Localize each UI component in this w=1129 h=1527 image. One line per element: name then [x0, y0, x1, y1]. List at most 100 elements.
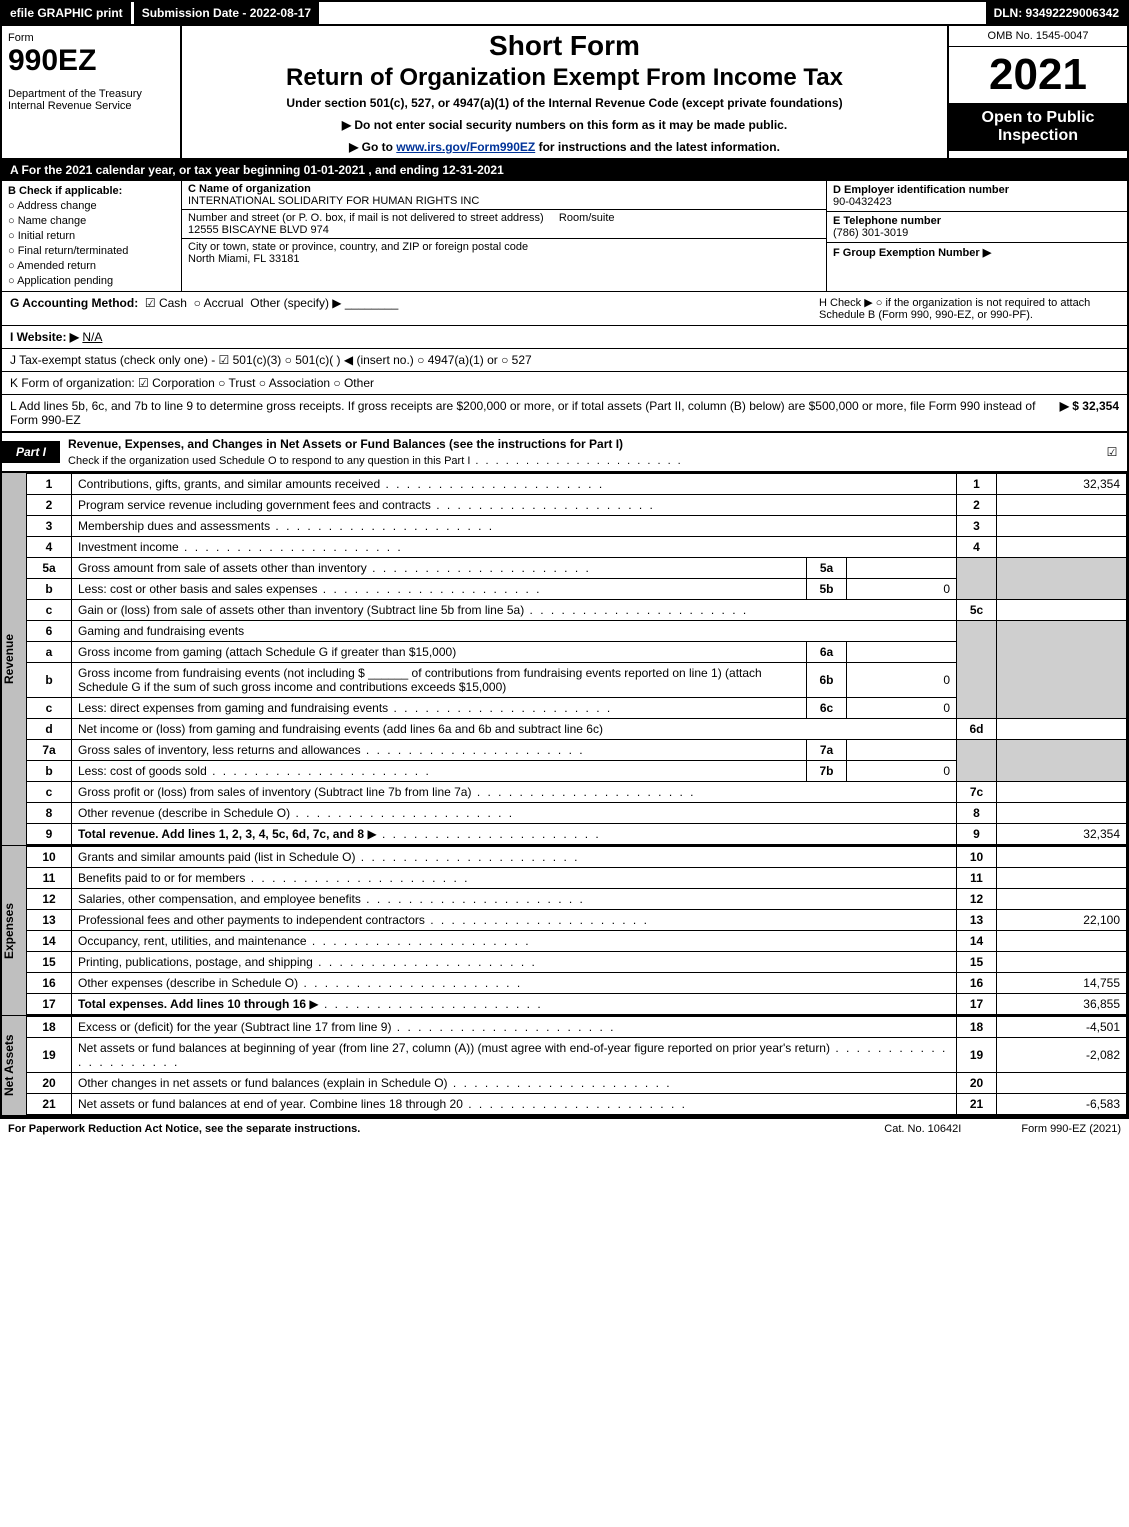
efile-print-button[interactable]: efile GRAPHIC print: [2, 2, 131, 24]
l9-desc-b: Total revenue. Add lines 1, 2, 3, 4, 5c,…: [78, 827, 364, 841]
website-label: I Website: ▶: [10, 330, 79, 344]
l18-amt: -4,501: [997, 1017, 1127, 1038]
chk-name-change[interactable]: Name change: [8, 215, 175, 227]
line-6: 6Gaming and fundraising events: [27, 621, 1127, 642]
revenue-side-label: Revenue: [2, 473, 26, 845]
l18-num: 18: [27, 1017, 72, 1038]
row-k: K Form of organization: ☑ Corporation ○ …: [2, 372, 1127, 395]
chk-address-change[interactable]: Address change: [8, 200, 175, 212]
net-assets-side-label: Net Assets: [2, 1016, 26, 1115]
l9-ln: 9: [957, 824, 997, 845]
l3-ln: 3: [957, 516, 997, 537]
box-de: D Employer identification number 90-0432…: [827, 181, 1127, 291]
org-name-label: C Name of organization: [188, 183, 311, 195]
l10-ln: 10: [957, 847, 997, 868]
l8-desc: Other revenue (describe in Schedule O): [72, 803, 957, 824]
expenses-table: 10Grants and similar amounts paid (list …: [26, 846, 1127, 1015]
header-center: Short Form Return of Organization Exempt…: [182, 26, 947, 158]
line-11: 11Benefits paid to or for members11: [27, 868, 1127, 889]
l6-num: 6: [27, 621, 72, 642]
l10-desc: Grants and similar amounts paid (list in…: [72, 847, 957, 868]
l2-amt: [997, 495, 1127, 516]
top-bar: efile GRAPHIC print Submission Date - 20…: [2, 2, 1127, 26]
row-j: J Tax-exempt status (check only one) - ☑…: [2, 349, 1127, 372]
acct-method-label: G Accounting Method:: [10, 296, 138, 310]
chk-final-return[interactable]: Final return/terminated: [8, 245, 175, 257]
l1-amt: 32,354: [997, 474, 1127, 495]
l19-amt: -2,082: [997, 1038, 1127, 1073]
part1-checkbox[interactable]: ☑: [1097, 445, 1127, 459]
l6a-num: a: [27, 642, 72, 663]
chk-application-pending[interactable]: Application pending: [8, 275, 175, 287]
l17-ln: 17: [957, 994, 997, 1015]
l19-ln: 19: [957, 1038, 997, 1073]
row-l-amount: ▶ $ 32,354: [1052, 399, 1119, 427]
ein-label: D Employer identification number: [833, 184, 1009, 196]
line-3: 3Membership dues and assessments3: [27, 516, 1127, 537]
l4-num: 4: [27, 537, 72, 558]
net-assets-section: Net Assets 18Excess or (deficit) for the…: [2, 1015, 1127, 1115]
line-16: 16Other expenses (describe in Schedule O…: [27, 973, 1127, 994]
l14-desc: Occupancy, rent, utilities, and maintena…: [72, 931, 957, 952]
l12-ln: 12: [957, 889, 997, 910]
line-7a: 7aGross sales of inventory, less returns…: [27, 740, 1127, 761]
goto-post: for instructions and the latest informat…: [535, 140, 780, 154]
chk-amended-return[interactable]: Amended return: [8, 260, 175, 272]
header-right: OMB No. 1545-0047 2021 Open to Public In…: [947, 26, 1127, 158]
ein-row: D Employer identification number 90-0432…: [827, 181, 1127, 212]
org-name-row: C Name of organization INTERNATIONAL SOL…: [182, 181, 826, 210]
part1-sub: Check if the organization used Schedule …: [60, 455, 1097, 471]
l20-num: 20: [27, 1073, 72, 1094]
l7-grey2: [997, 740, 1127, 782]
chk-cash[interactable]: Cash: [145, 296, 187, 310]
l8-num: 8: [27, 803, 72, 824]
l9-desc: Total revenue. Add lines 1, 2, 3, 4, 5c,…: [72, 824, 957, 845]
l6d-amt: [997, 719, 1127, 740]
irs-link[interactable]: www.irs.gov/Form990EZ: [396, 140, 535, 154]
l5a-num: 5a: [27, 558, 72, 579]
row-l-text: L Add lines 5b, 6c, and 7b to line 9 to …: [10, 399, 1052, 427]
line-17: 17Total expenses. Add lines 10 through 1…: [27, 994, 1127, 1015]
expenses-section: Expenses 10Grants and similar amounts pa…: [2, 845, 1127, 1015]
l14-amt: [997, 931, 1127, 952]
l4-desc: Investment income: [72, 537, 957, 558]
line-7c: cGross profit or (loss) from sales of in…: [27, 782, 1127, 803]
l1-ln: 1: [957, 474, 997, 495]
l5a-sv: [847, 558, 957, 579]
box-c: C Name of organization INTERNATIONAL SOL…: [182, 181, 827, 291]
phone-value: (786) 301-3019: [833, 227, 908, 239]
box-b-header: B Check if applicable:: [8, 185, 175, 197]
l5b-desc: Less: cost or other basis and sales expe…: [72, 579, 807, 600]
l16-ln: 16: [957, 973, 997, 994]
l6d-desc: Net income or (loss) from gaming and fun…: [72, 719, 957, 740]
l20-amt: [997, 1073, 1127, 1094]
l7c-num: c: [27, 782, 72, 803]
form-of-org: K Form of organization: ☑ Corporation ○ …: [10, 376, 1119, 390]
chk-other-specify[interactable]: Other (specify) ▶: [250, 296, 341, 310]
box-b: B Check if applicable: Address change Na…: [2, 181, 182, 291]
l7b-sv: 0: [847, 761, 957, 782]
goto-pre: ▶ Go to: [349, 140, 396, 154]
l16-num: 16: [27, 973, 72, 994]
open-to-public: Open to Public Inspection: [949, 103, 1127, 151]
l7-grey: [957, 740, 997, 782]
tax-year: 2021: [949, 47, 1127, 103]
ssn-warning: ▶ Do not enter social security numbers o…: [186, 118, 943, 132]
line-19: 19Net assets or fund balances at beginni…: [27, 1038, 1127, 1073]
line-13: 13Professional fees and other payments t…: [27, 910, 1127, 931]
line-14: 14Occupancy, rent, utilities, and mainte…: [27, 931, 1127, 952]
l7c-amt: [997, 782, 1127, 803]
row-l: L Add lines 5b, 6c, and 7b to line 9 to …: [2, 395, 1127, 433]
l5b-num: b: [27, 579, 72, 600]
l7a-sb: 7a: [807, 740, 847, 761]
l11-ln: 11: [957, 868, 997, 889]
l7b-num: b: [27, 761, 72, 782]
chk-initial-return[interactable]: Initial return: [8, 230, 175, 242]
l5b-sb: 5b: [807, 579, 847, 600]
line-1: 1Contributions, gifts, grants, and simil…: [27, 474, 1127, 495]
header-left: Form 990EZ Department of the Treasury In…: [2, 26, 182, 158]
form-number: 990EZ: [8, 44, 174, 78]
l2-ln: 2: [957, 495, 997, 516]
l11-amt: [997, 868, 1127, 889]
chk-accrual[interactable]: Accrual: [194, 296, 244, 310]
